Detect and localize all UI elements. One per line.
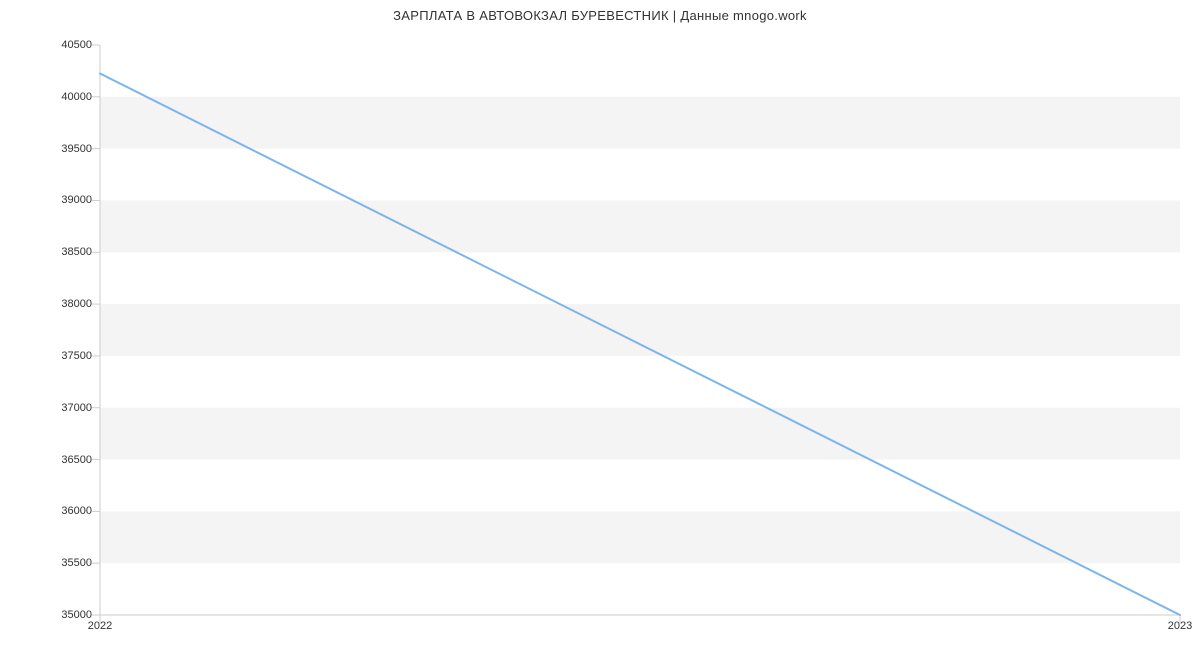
x-tick-label: 2022 (88, 620, 112, 632)
y-tick-label: 36000 (61, 505, 92, 517)
y-tick-label: 38500 (61, 246, 92, 258)
y-tick-label: 40000 (61, 91, 92, 103)
y-tick-label: 35500 (61, 557, 92, 569)
y-tick-label: 38000 (61, 298, 92, 310)
y-tick-label: 39500 (61, 143, 92, 155)
y-tick-label: 40500 (61, 39, 92, 51)
chart-svg (100, 45, 1180, 615)
salary-line-chart: ЗАРПЛАТА В АВТОВОКЗАЛ БУРЕВЕСТНИК | Данн… (0, 0, 1200, 650)
y-tick-label: 37000 (61, 402, 92, 414)
x-tick-label: 2023 (1168, 620, 1192, 632)
chart-title: ЗАРПЛАТА В АВТОВОКЗАЛ БУРЕВЕСТНИК | Данн… (0, 8, 1200, 23)
y-tick-label: 39000 (61, 194, 92, 206)
y-tick-label: 37500 (61, 350, 92, 362)
y-tick-label: 36500 (61, 454, 92, 466)
plot-area (100, 45, 1180, 615)
